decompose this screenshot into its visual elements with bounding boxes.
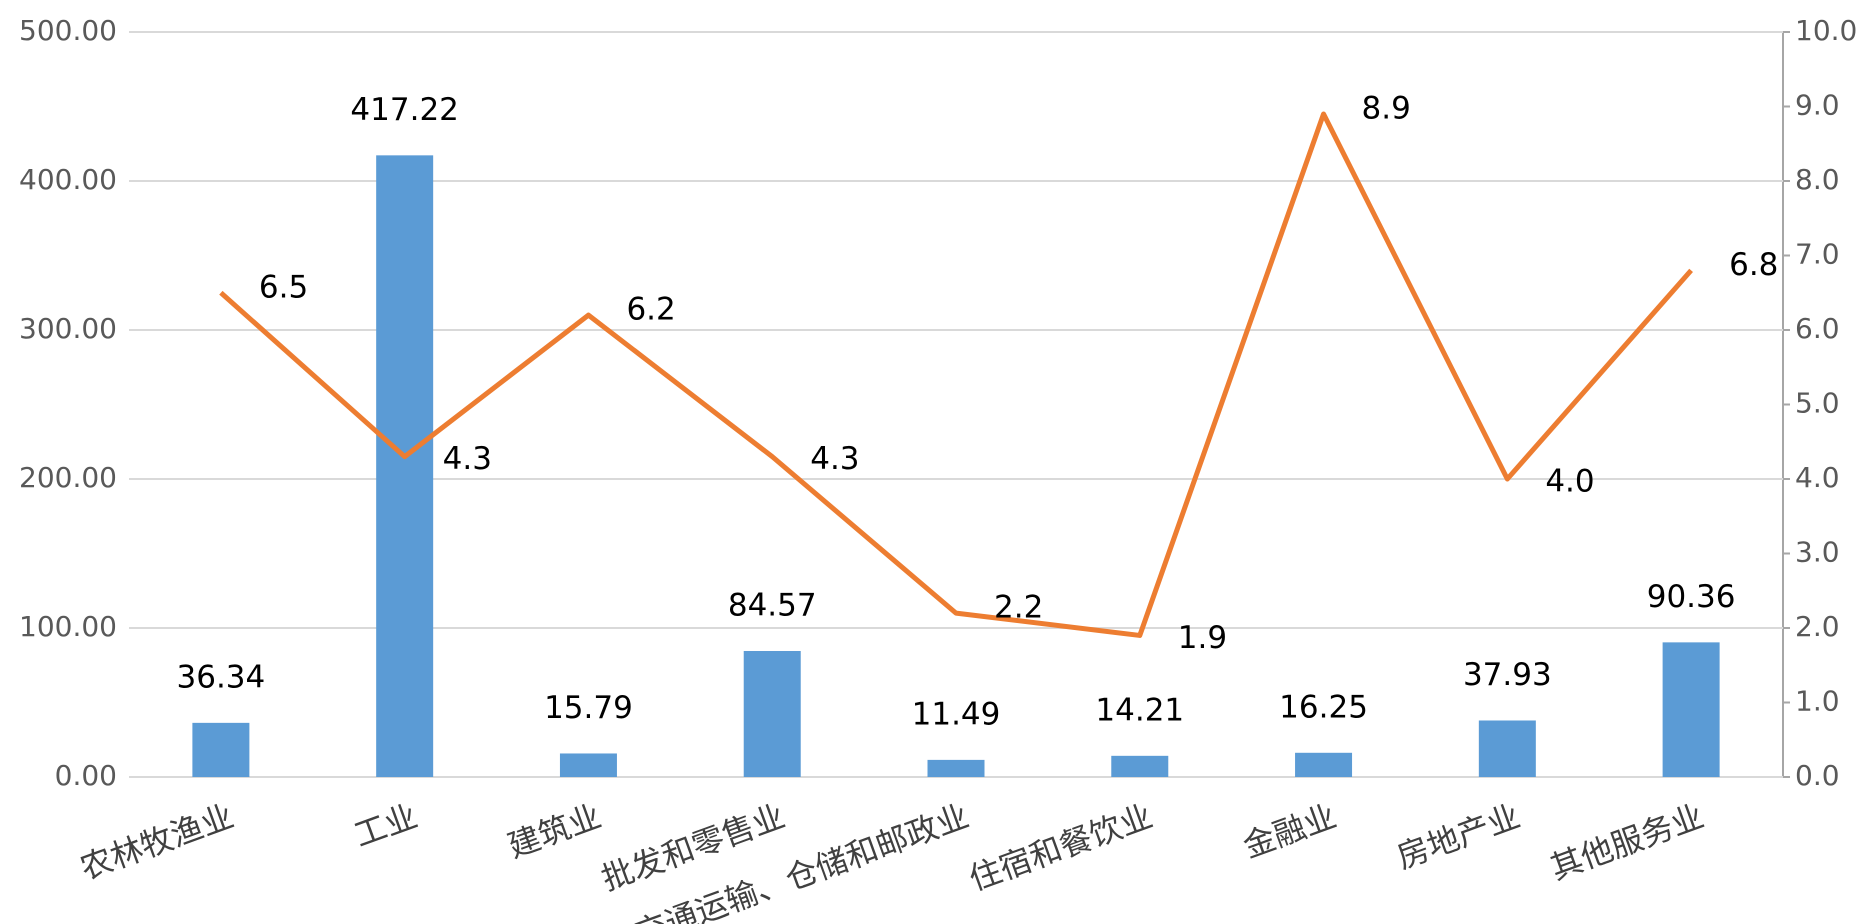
bar — [1111, 755, 1169, 777]
y-tick-label: 500.00 — [19, 14, 117, 47]
y2-tick-label: 8.0 — [1795, 163, 1840, 196]
data-label: 14.21 — [1095, 692, 1184, 728]
data-label: 2.2 — [994, 590, 1043, 626]
y2-tick-label: 6.0 — [1795, 312, 1840, 345]
data-label: 16.25 — [1279, 689, 1368, 725]
y2-tick-label: 0.0 — [1795, 759, 1840, 792]
data-label: 11.49 — [912, 696, 1001, 732]
bar — [1478, 720, 1536, 777]
y2-tick-label: 10.0 — [1795, 14, 1857, 47]
y-tick-label: 400.00 — [19, 163, 117, 196]
data-label: 37.93 — [1463, 657, 1552, 693]
y2-tick-label: 4.0 — [1795, 461, 1840, 494]
x-tick-label: 金融业 — [1238, 797, 1341, 866]
x-tick-label: 建筑业 — [503, 797, 606, 866]
data-label: 1.9 — [1178, 620, 1227, 656]
data-label: 8.9 — [1362, 90, 1411, 126]
data-label: 90.36 — [1647, 579, 1736, 615]
y2-tick-label: 2.0 — [1795, 610, 1840, 643]
data-label: 4.3 — [810, 441, 859, 477]
bar — [1662, 642, 1720, 777]
data-label: 15.79 — [544, 690, 633, 726]
data-label: 84.57 — [728, 587, 817, 623]
bar — [376, 155, 434, 778]
y2-tick-label: 3.0 — [1795, 536, 1840, 569]
y2-tick-label: 9.0 — [1795, 89, 1840, 122]
y2-tick-label: 7.0 — [1795, 238, 1840, 271]
data-label: 4.3 — [443, 441, 492, 477]
y-tick-label: 0.00 — [55, 759, 117, 792]
y2-tick-label: 1.0 — [1795, 685, 1840, 718]
line — [219, 111, 1693, 638]
y-tick-label: 300.00 — [19, 312, 117, 345]
data-label: 6.5 — [259, 269, 308, 305]
data-label: 4.0 — [1545, 464, 1594, 500]
bar — [927, 759, 985, 777]
bar — [1295, 752, 1353, 777]
x-tick-label: 农林牧渔业 — [75, 797, 238, 887]
y-tick-label: 200.00 — [19, 461, 117, 494]
bar — [559, 753, 617, 777]
x-tick-label: 工业 — [349, 797, 422, 855]
data-label: 6.8 — [1729, 247, 1778, 283]
y2-tick-label: 5.0 — [1795, 387, 1840, 420]
data-label: 6.2 — [626, 292, 675, 328]
y-tick-label: 100.00 — [19, 610, 117, 643]
data-label: 36.34 — [177, 659, 266, 695]
data-label: 417.22 — [350, 92, 458, 128]
x-tick-label: 其他服务业 — [1545, 797, 1708, 887]
bar — [743, 650, 801, 777]
bar — [192, 722, 250, 777]
x-tick-label: 房地产业 — [1392, 797, 1525, 876]
x-tick-label: 住宿和餐饮业 — [964, 797, 1157, 898]
